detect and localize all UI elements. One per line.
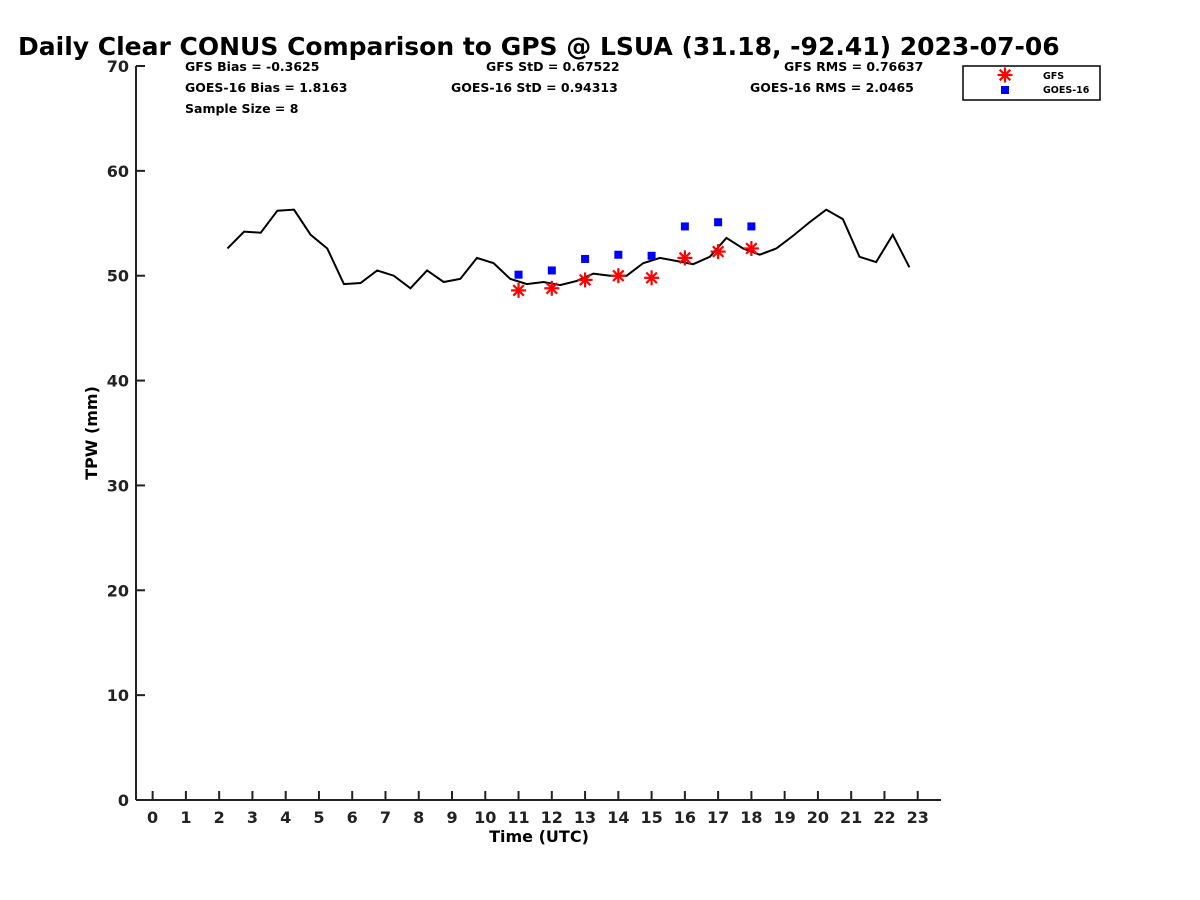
gfs-point-stroke xyxy=(678,251,691,264)
x-tick-label: 17 xyxy=(707,808,729,827)
x-tick-label: 11 xyxy=(507,808,529,827)
gfs-point xyxy=(577,272,593,288)
x-tick-label: 18 xyxy=(740,808,762,827)
y-tick-label: 20 xyxy=(107,581,129,600)
x-tick-label: 12 xyxy=(541,808,563,827)
gfs-point-stroke xyxy=(545,282,558,295)
goes-point xyxy=(514,270,523,279)
x-tick-label: 0 xyxy=(147,808,158,827)
sample-size-stat: Sample Size = 8 xyxy=(185,101,298,116)
x-tick-label: 7 xyxy=(380,808,391,827)
goes-point xyxy=(581,254,590,263)
legend-gfs-marker xyxy=(997,67,1013,83)
x-tick-label: 16 xyxy=(674,808,696,827)
x-tick-label: 10 xyxy=(474,808,496,827)
gfs-point xyxy=(644,270,660,286)
x-tick-label: 22 xyxy=(873,808,895,827)
x-tick-label: 15 xyxy=(640,808,662,827)
x-tick-label: 21 xyxy=(840,808,862,827)
chart-title: Daily Clear CONUS Comparison to GPS @ LS… xyxy=(18,32,1060,61)
legend-gfs-label: GFS xyxy=(1043,71,1064,82)
y-tick-label: 0 xyxy=(118,791,129,810)
gfs-point-stroke xyxy=(645,271,658,284)
legend-goes-label: GOES-16 xyxy=(1043,85,1090,96)
gfs-point xyxy=(710,244,726,260)
gfs-bias-stat: GFS Bias = -0.3625 xyxy=(185,59,319,74)
gfs-point xyxy=(544,280,560,296)
y-tick-label: 70 xyxy=(107,57,129,76)
gfs-point xyxy=(511,282,527,298)
goes-std-stat: GOES-16 StD = 0.94313 xyxy=(451,80,618,95)
goes-point xyxy=(680,222,689,231)
x-tick-label: 14 xyxy=(607,808,629,827)
x-axis-label: Time (UTC) xyxy=(489,827,589,846)
goes-point xyxy=(647,251,656,260)
x-tick-label: 13 xyxy=(574,808,596,827)
x-tick-label: 19 xyxy=(774,808,796,827)
gfs-point-stroke xyxy=(578,273,592,286)
goes-point xyxy=(614,250,623,259)
y-tick-label: 10 xyxy=(107,686,129,705)
legend-gfs-asterisk xyxy=(997,67,1013,83)
gfs-point-stroke xyxy=(998,68,1012,82)
y-tick-label: 30 xyxy=(107,476,129,495)
x-tick-label: 23 xyxy=(907,808,929,827)
goes-bias-stat: GOES-16 Bias = 1.8163 xyxy=(185,80,347,95)
y-tick-label: 60 xyxy=(107,162,129,181)
axes: 0 1 2 3 4 5 6 7 8 9 10 11 12 13 14 15 16 17 18 19 20 21 22 2301… xyxy=(107,57,941,827)
y-tick-label: 50 xyxy=(107,267,129,286)
gfs-point-stroke xyxy=(712,245,725,258)
gfs-point-stroke xyxy=(612,269,625,282)
gfs-point-stroke xyxy=(745,242,758,255)
legend-box xyxy=(962,65,1101,101)
y-axis-label: TPW (mm) xyxy=(82,386,101,480)
x-tick-label: 2 xyxy=(214,808,225,827)
goes-point xyxy=(747,222,756,231)
x-tick-label: 6 xyxy=(347,808,358,827)
x-tick-label: 4 xyxy=(280,808,291,827)
x-tick-label: 8 xyxy=(413,808,424,827)
x-tick-label: 3 xyxy=(247,808,258,827)
gfs-point xyxy=(610,268,626,284)
gfs-point-stroke xyxy=(512,284,525,297)
goes-point xyxy=(714,218,723,227)
y-tick-label: 40 xyxy=(107,372,129,391)
plot-area xyxy=(226,208,911,298)
x-tick-label: 9 xyxy=(446,808,457,827)
legend: GFS GOES-16 xyxy=(962,65,1101,101)
gfs-point xyxy=(677,250,693,266)
x-tick-label: 5 xyxy=(313,808,324,827)
legend-goes-marker xyxy=(1001,86,1009,94)
gfs-point xyxy=(743,240,759,256)
gps-line xyxy=(226,208,911,290)
gfs-std-stat: GFS StD = 0.67522 xyxy=(486,59,620,74)
gfs-rms-stat: GFS RMS = 0.76637 xyxy=(784,59,923,74)
x-tick-label: 1 xyxy=(180,808,191,827)
goes-point xyxy=(547,266,556,275)
x-tick-label: 20 xyxy=(807,808,829,827)
goes-rms-stat: GOES-16 RMS = 2.0465 xyxy=(750,80,914,95)
